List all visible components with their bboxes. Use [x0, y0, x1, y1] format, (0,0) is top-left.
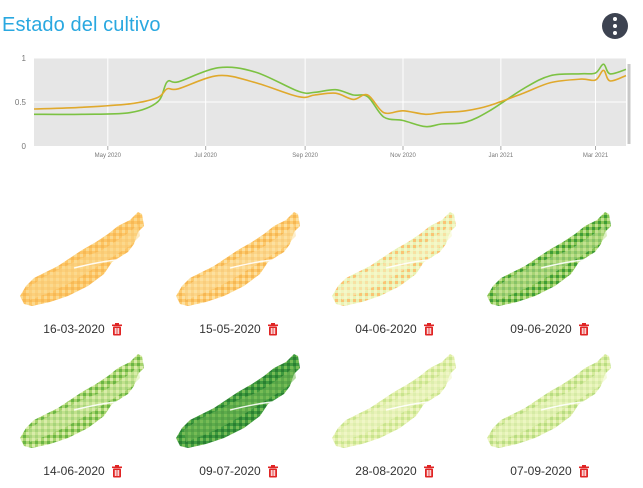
- trash-icon[interactable]: [111, 464, 123, 478]
- more-options-button[interactable]: [602, 13, 628, 39]
- x-tick-label: Mar 2021: [583, 153, 609, 159]
- image-date: 09-07-2020: [199, 464, 261, 478]
- trash-icon[interactable]: [578, 322, 590, 336]
- x-tick-label: May 2020: [95, 153, 122, 159]
- y-tick-label: 1: [22, 54, 27, 63]
- image-grid: 16-03-2020: [0, 200, 643, 482]
- series-line-2: [33, 69, 627, 116]
- image-caption: 15-05-2020: [164, 322, 314, 336]
- more-vertical-icon-dot: [613, 24, 617, 28]
- trash-icon[interactable]: [423, 322, 435, 336]
- field-index-image[interactable]: [164, 206, 314, 316]
- image-caption: 04-06-2020: [320, 322, 470, 336]
- trash-icon[interactable]: [578, 464, 590, 478]
- image-tile-6[interactable]: 09-07-2020: [164, 348, 314, 488]
- image-tile-7[interactable]: 28-08-2020: [320, 348, 470, 488]
- image-tile-4[interactable]: 09-06-2020: [475, 206, 625, 346]
- field-index-image[interactable]: [164, 348, 314, 458]
- x-tick-label: Sep 2020: [292, 153, 318, 159]
- y-tick-label: 0.5: [15, 98, 27, 107]
- page-title: Estado del cultivo: [2, 14, 161, 36]
- image-date: 09-06-2020: [510, 322, 572, 336]
- image-date: 16-03-2020: [43, 322, 105, 336]
- more-vertical-icon: [613, 17, 617, 21]
- image-tile-2[interactable]: 15-05-2020: [164, 206, 314, 346]
- x-tick-label: Nov 2020: [390, 153, 416, 159]
- field-index-image[interactable]: [320, 348, 470, 458]
- image-tile-1[interactable]: 16-03-2020: [8, 206, 158, 346]
- field-index-image[interactable]: [320, 206, 470, 316]
- image-date: 14-06-2020: [43, 464, 105, 478]
- field-index-image[interactable]: [475, 348, 625, 458]
- image-tile-5[interactable]: 14-06-2020: [8, 348, 158, 488]
- trash-icon[interactable]: [111, 322, 123, 336]
- image-tile-3[interactable]: 04-06-2020: [320, 206, 470, 346]
- image-caption: 09-07-2020: [164, 464, 314, 478]
- image-caption: 09-06-2020: [475, 322, 625, 336]
- image-date: 15-05-2020: [199, 322, 261, 336]
- trash-icon[interactable]: [267, 322, 279, 336]
- field-index-image[interactable]: [8, 348, 158, 458]
- image-tile-8[interactable]: 07-09-2020: [475, 348, 625, 488]
- image-date: 07-09-2020: [510, 464, 572, 478]
- field-index-image[interactable]: [475, 206, 625, 316]
- series-line-1: [33, 63, 627, 128]
- image-caption: 07-09-2020: [475, 464, 625, 478]
- image-date: 04-06-2020: [355, 322, 417, 336]
- y-tick-label: 0: [22, 142, 27, 151]
- image-date: 28-08-2020: [355, 464, 417, 478]
- image-caption: 28-08-2020: [320, 464, 470, 478]
- crop-index-chart: 0 0.5 1 May 2020 Jul 2020 Sep 2020 Nov 2020 Jan…: [15, 54, 631, 159]
- x-tick-label: Jul 2020: [194, 153, 217, 159]
- trash-icon[interactable]: [423, 464, 435, 478]
- trash-icon[interactable]: [267, 464, 279, 478]
- more-vertical-icon-dot: [613, 31, 617, 35]
- x-tick-label: Jan 2021: [489, 153, 514, 159]
- image-caption: 16-03-2020: [8, 322, 158, 336]
- image-caption: 14-06-2020: [8, 464, 158, 478]
- field-index-image[interactable]: [8, 206, 158, 316]
